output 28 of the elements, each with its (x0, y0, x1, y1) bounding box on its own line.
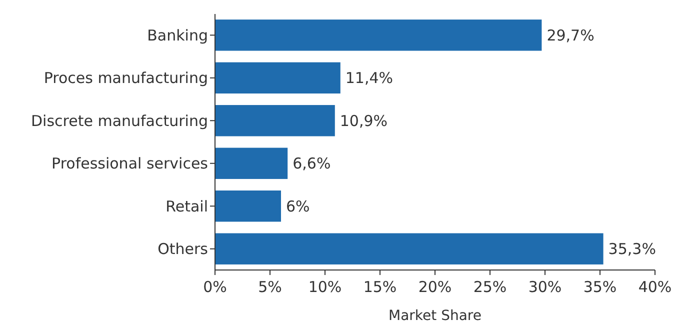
bar (215, 190, 281, 222)
data-label: 35,3% (608, 240, 656, 258)
data-label: 6,6% (292, 154, 331, 173)
x-tick-label: 40% (638, 278, 672, 296)
bar (215, 105, 335, 136)
y-tick-label: Retail (166, 197, 208, 216)
x-tick-label: 5% (258, 278, 282, 296)
bar (215, 148, 288, 179)
data-label: 10,9% (340, 112, 388, 130)
data-label: 6% (286, 197, 310, 216)
x-tick-label: 15% (363, 278, 397, 296)
x-tick-label: 0% (203, 278, 227, 296)
y-tick-label: Proces manufacturing (44, 69, 208, 88)
y-tick-label: Banking (147, 26, 208, 44)
x-tick-label: 25% (473, 278, 507, 296)
data-label: 11,4% (345, 69, 394, 88)
x-tick-label: 20% (418, 278, 452, 296)
bar (215, 233, 604, 264)
x-tick-label: 30% (528, 278, 562, 296)
y-tick-label: Others (158, 240, 208, 258)
x-tick-label: 10% (308, 278, 342, 296)
bar (215, 62, 340, 94)
x-axis-title: Market Share (388, 308, 482, 324)
bar (215, 20, 542, 51)
y-tick-label: Discrete manufacturing (30, 112, 208, 130)
y-tick-label: Professional services (52, 154, 208, 173)
x-tick-label: 35% (583, 278, 617, 296)
data-label: 29,7% (546, 26, 594, 44)
